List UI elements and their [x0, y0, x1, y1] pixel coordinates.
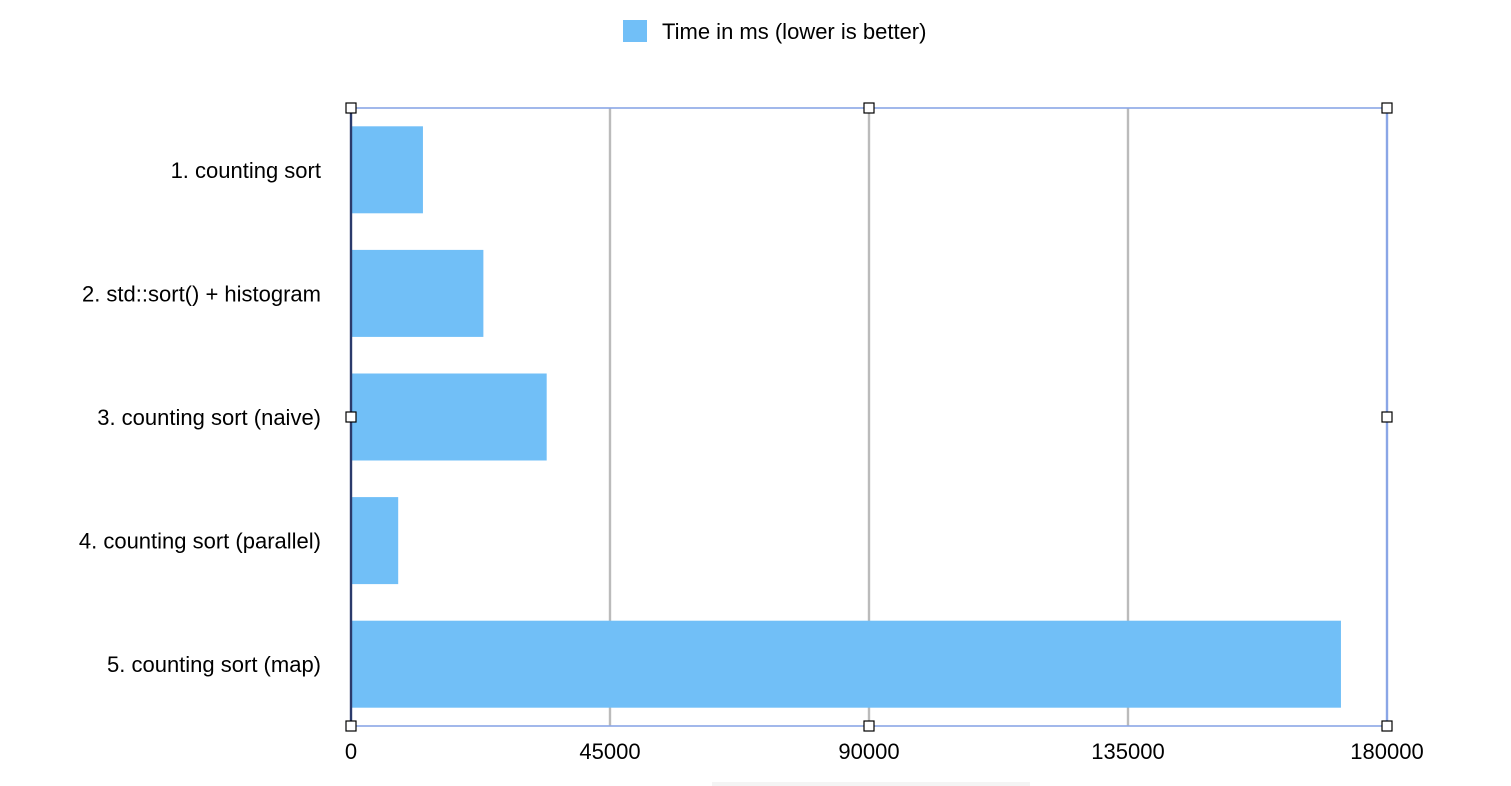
bar [352, 620, 1341, 708]
bar [352, 497, 399, 585]
category-label: 1. counting sort [171, 158, 321, 183]
selection-handles [345, 102, 1393, 732]
bar [352, 126, 423, 214]
category-label: 4. counting sort (parallel) [79, 529, 321, 554]
resize-handle[interactable] [1381, 411, 1393, 423]
resize-handle[interactable] [345, 411, 357, 423]
x-tick-label: 180000 [1350, 739, 1423, 764]
resize-handle[interactable] [1381, 720, 1393, 732]
category-label: 2. std::sort() + histogram [82, 281, 321, 306]
category-label: 3. counting sort (naive) [97, 405, 321, 430]
resize-handle[interactable] [345, 720, 357, 732]
legend-label: Time in ms (lower is better) [662, 19, 926, 44]
bar [352, 249, 484, 337]
legend-swatch [623, 20, 647, 42]
bottom-edge-shadow [712, 782, 1030, 786]
x-axis-tick-labels: 0 45000 90000 135000 180000 [345, 739, 1424, 764]
legend: Time in ms (lower is better) [623, 19, 926, 44]
category-label: 5. counting sort (map) [107, 652, 321, 677]
resize-handle[interactable] [345, 102, 357, 114]
bars [352, 126, 1341, 708]
x-tick-label: 45000 [579, 739, 640, 764]
resize-handle[interactable] [1381, 102, 1393, 114]
x-tick-label: 0 [345, 739, 357, 764]
x-tick-label: 90000 [838, 739, 899, 764]
resize-handle[interactable] [863, 102, 875, 114]
x-tick-label: 135000 [1091, 739, 1164, 764]
resize-handle[interactable] [863, 720, 875, 732]
bar [352, 373, 547, 461]
